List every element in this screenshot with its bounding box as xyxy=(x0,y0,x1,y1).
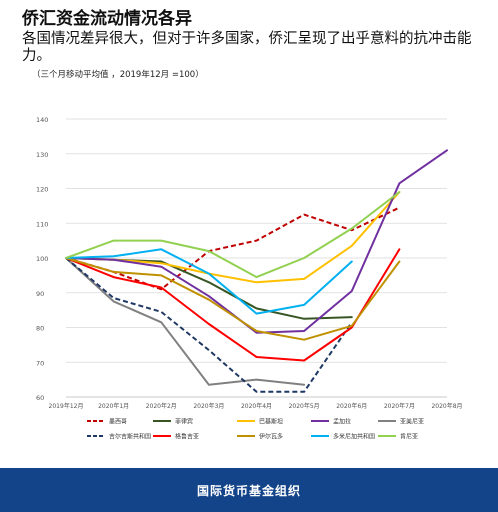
legend-label: 墨西哥 xyxy=(109,419,127,426)
series-line xyxy=(65,191,401,284)
series-line xyxy=(65,257,306,386)
chart-note: （三个月移动平均值 ，2019年12月 =100） xyxy=(32,70,204,80)
chart-title: 侨汇资金流动情况各异 xyxy=(22,9,192,29)
y-tick-label: 70 xyxy=(36,359,44,367)
footer-bar: 国际货币基金组织 xyxy=(0,468,498,512)
series-line xyxy=(65,257,353,393)
x-tick-label: 2020年2月 xyxy=(146,402,177,410)
y-tick-label: 100 xyxy=(36,255,48,263)
series-line xyxy=(65,191,401,279)
y-tick-label: 80 xyxy=(36,325,44,333)
series-line xyxy=(65,206,400,291)
chart-subtitle: 各国情况差异很大，但对于许多国家，侨汇呈现了出乎意料的抗冲击能力。 xyxy=(22,31,472,64)
y-tick-label: 90 xyxy=(36,290,44,298)
legend-label: 巴基斯坦 xyxy=(259,418,283,426)
y-tick-label: 60 xyxy=(36,394,44,402)
legend-label: 菲律宾 xyxy=(175,418,193,426)
y-tick-label: 110 xyxy=(36,220,48,228)
series-line xyxy=(65,248,353,315)
chart-header: 侨汇资金流动情况各异 各国情况差异很大，但对于许多国家，侨汇呈现了出乎意料的抗冲… xyxy=(22,8,492,80)
x-tick-label: 2020年3月 xyxy=(193,402,224,410)
y-tick-label: 120 xyxy=(36,186,48,194)
y-tick-label: 130 xyxy=(36,151,48,159)
legend-label: 多米尼加共和国 xyxy=(333,433,375,441)
legend-label: 孟加拉 xyxy=(333,418,351,426)
y-tick-label: 140 xyxy=(36,116,48,124)
series-line xyxy=(65,248,401,362)
legend-label: 肯尼亚 xyxy=(400,433,418,441)
legend-label: 伊尔瓦多 xyxy=(259,433,283,441)
series-line xyxy=(65,257,353,320)
legend-label: 吉尔吉斯共和国 xyxy=(109,433,151,441)
x-tick-label: 2020年8月 xyxy=(431,402,462,410)
legend-label: 格鲁吉亚 xyxy=(175,433,199,441)
series-line xyxy=(65,149,448,334)
x-tick-label: 2020年5月 xyxy=(289,402,320,410)
x-tick-label: 2020年6月 xyxy=(336,402,367,410)
series-line xyxy=(65,257,401,341)
x-tick-label: 2020年4月 xyxy=(241,402,272,410)
footer-label: 国际货币基金组织 xyxy=(196,483,301,498)
x-tick-label: 2019年12月 xyxy=(49,402,84,410)
legend-label: 亚美尼亚 xyxy=(400,418,424,426)
line-chart: 60 70 80 90 100 110 120 130 140 2019年12月 2020年1月 20… xyxy=(36,116,463,441)
x-tick-label: 2020年1月 xyxy=(98,402,129,410)
x-tick-label: 2020年7月 xyxy=(384,402,415,410)
